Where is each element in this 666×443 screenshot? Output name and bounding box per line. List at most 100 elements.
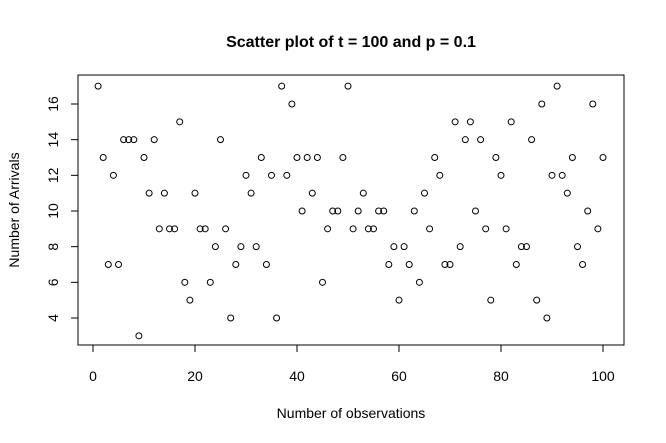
data-point (405, 261, 413, 268)
y-tick-label: 12 (45, 167, 61, 183)
data-point (375, 207, 383, 215)
data-point (191, 189, 199, 197)
data-point (543, 314, 551, 322)
data-point (237, 243, 245, 251)
x-tick-label: 100 (591, 368, 615, 384)
data-point (283, 171, 291, 179)
data-point (507, 118, 515, 126)
data-point (512, 261, 520, 268)
data-point (466, 118, 474, 126)
data-point (206, 278, 214, 286)
data-point (196, 225, 204, 233)
data-point (181, 278, 189, 286)
data-point (599, 154, 607, 161)
data-point (217, 136, 224, 144)
data-point (441, 261, 449, 268)
data-point (186, 296, 194, 304)
data-point (380, 207, 388, 215)
data-point (589, 100, 597, 108)
data-point (482, 225, 490, 233)
data-point (278, 82, 286, 90)
y-tick-label: 16 (45, 96, 61, 112)
data-point (359, 189, 367, 197)
data-point (436, 171, 444, 179)
data-point (548, 171, 556, 179)
y-tick-label: 8 (45, 243, 61, 251)
data-point (426, 225, 434, 233)
x-axis-label: Number of observations (277, 405, 426, 421)
data-point (303, 154, 311, 161)
data-point (528, 136, 536, 144)
data-point (160, 189, 168, 197)
data-point (308, 189, 316, 197)
data-point (502, 225, 510, 233)
data-point (155, 225, 163, 233)
data-point (227, 314, 235, 322)
y-axis-label: Number of Arrivals (6, 152, 22, 267)
y-tick-label: 14 (45, 132, 61, 148)
data-point (298, 207, 306, 215)
data-point (487, 296, 495, 304)
x-tick-label: 0 (89, 368, 97, 384)
x-tick-label: 40 (289, 368, 305, 384)
data-point (201, 225, 209, 233)
data-point (415, 278, 423, 286)
data-point (339, 154, 347, 161)
chart-title: Scatter plot of t = 100 and p = 0.1 (226, 34, 476, 51)
data-point (313, 154, 321, 161)
data-point (354, 207, 362, 215)
data-point (293, 154, 301, 161)
data-point (171, 225, 179, 233)
data-point (390, 243, 398, 251)
x-tick-label: 20 (187, 368, 203, 384)
data-point (451, 118, 459, 126)
data-point (421, 189, 428, 197)
data-point (247, 189, 255, 197)
data-point (273, 314, 281, 322)
data-point (477, 136, 485, 144)
data-point (344, 82, 352, 90)
data-point (109, 171, 117, 179)
data-point (135, 332, 143, 340)
data-point (257, 154, 265, 161)
data-point (574, 243, 581, 251)
data-point (99, 154, 107, 161)
data-point (166, 225, 173, 233)
data-point (324, 225, 332, 233)
data-point (242, 171, 250, 179)
y-tick-label: 10 (45, 203, 61, 219)
data-points (94, 82, 607, 340)
data-point (334, 207, 342, 215)
data-point (125, 136, 133, 144)
y-tick-label: 6 (45, 278, 61, 286)
data-point (288, 100, 296, 108)
data-point (115, 261, 122, 268)
data-point (268, 171, 275, 179)
data-point (400, 243, 408, 251)
data-point (497, 171, 505, 179)
data-point (533, 296, 541, 304)
data-point (349, 225, 357, 233)
data-point (364, 225, 372, 233)
data-point (262, 261, 270, 268)
x-tick-label: 80 (493, 368, 509, 384)
x-axis-ticks: 0 20 40 60 80 100 (89, 345, 615, 384)
data-point (319, 278, 326, 286)
data-point (176, 118, 184, 126)
data-point (94, 82, 102, 90)
data-point (329, 207, 337, 215)
data-point (446, 261, 454, 268)
data-point (456, 243, 464, 251)
data-point (145, 189, 153, 197)
data-point (395, 296, 403, 304)
data-point (472, 207, 479, 215)
data-point (492, 154, 500, 161)
data-point (104, 261, 112, 268)
data-point (120, 136, 128, 144)
plot-frame (77, 74, 625, 346)
data-point (594, 225, 602, 233)
data-point (150, 136, 158, 144)
data-point (584, 207, 592, 215)
data-point (568, 154, 576, 161)
